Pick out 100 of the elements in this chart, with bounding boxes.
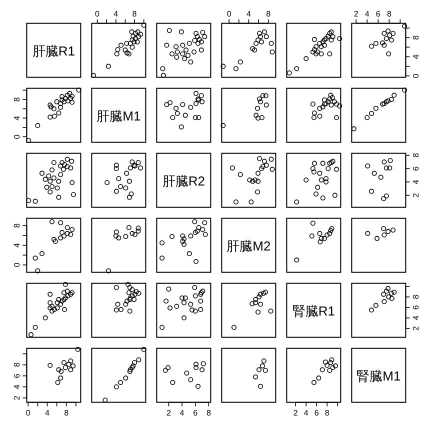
point <box>136 160 141 166</box>
point <box>312 37 317 42</box>
point <box>114 284 119 290</box>
point <box>318 51 324 56</box>
point <box>182 300 187 306</box>
point <box>32 324 38 330</box>
point <box>198 307 204 312</box>
point <box>130 363 136 368</box>
point <box>56 110 62 116</box>
point <box>294 199 300 204</box>
point <box>60 166 66 172</box>
y-tick-label: 8 <box>12 222 22 228</box>
point <box>258 302 263 307</box>
point <box>392 92 397 98</box>
point <box>192 293 198 298</box>
point <box>294 66 300 72</box>
point <box>317 231 322 236</box>
point <box>114 166 119 172</box>
point <box>65 98 70 104</box>
point <box>381 226 386 232</box>
point <box>174 44 179 50</box>
x-tick-label: 4 <box>180 408 185 418</box>
point <box>317 170 322 176</box>
point <box>182 242 187 247</box>
point <box>264 162 269 168</box>
point <box>130 231 135 236</box>
point <box>320 104 326 110</box>
point <box>328 228 334 234</box>
point <box>160 240 165 246</box>
point <box>380 40 386 46</box>
point <box>60 160 65 166</box>
point <box>314 191 319 196</box>
point <box>58 101 64 106</box>
point <box>384 193 389 198</box>
point <box>330 95 335 100</box>
point <box>258 99 263 104</box>
point <box>124 298 130 304</box>
point <box>116 235 122 240</box>
point <box>180 233 186 238</box>
point <box>71 192 76 198</box>
point <box>328 360 334 366</box>
x-tick-label: 6 <box>376 9 381 18</box>
point <box>322 102 327 107</box>
point <box>268 156 274 162</box>
point <box>192 115 198 120</box>
x-tick-label: 2 <box>166 408 172 418</box>
point <box>160 256 165 261</box>
point <box>364 115 370 120</box>
point <box>192 38 198 44</box>
point <box>162 368 168 373</box>
point <box>369 188 374 194</box>
point <box>387 165 392 170</box>
point <box>268 308 274 314</box>
x-tick-label: 0 <box>95 9 100 18</box>
point <box>56 297 62 302</box>
point <box>326 99 331 104</box>
point <box>402 24 408 29</box>
point <box>198 93 204 98</box>
point <box>61 290 66 296</box>
point <box>324 362 330 368</box>
x-tick-label: 8 <box>206 408 212 418</box>
point <box>386 286 391 292</box>
point <box>68 96 74 102</box>
point <box>231 324 236 330</box>
point <box>256 178 261 184</box>
point <box>64 225 70 230</box>
point <box>378 174 384 180</box>
point <box>258 166 264 172</box>
x-tick-label: 4 <box>45 408 50 418</box>
point <box>386 98 391 104</box>
x-tick-label: 4 <box>114 9 119 18</box>
point <box>48 114 53 120</box>
point <box>188 104 194 110</box>
point <box>332 192 338 198</box>
point <box>254 112 259 118</box>
point <box>104 180 110 186</box>
point <box>50 167 55 172</box>
point <box>334 102 340 107</box>
point <box>62 307 67 312</box>
point <box>174 304 180 309</box>
point <box>310 220 316 226</box>
point <box>186 52 191 58</box>
point <box>262 290 268 295</box>
point <box>258 34 263 40</box>
point <box>255 189 260 194</box>
point <box>164 298 169 304</box>
point <box>263 93 268 98</box>
y-tick-label: 4 <box>412 315 421 320</box>
point <box>334 115 340 120</box>
point <box>122 48 128 53</box>
point <box>194 365 199 370</box>
point <box>327 96 332 102</box>
point <box>200 227 206 232</box>
point <box>32 256 38 261</box>
point <box>324 232 330 238</box>
point <box>388 38 394 43</box>
point <box>132 39 137 44</box>
point <box>384 288 389 294</box>
point <box>261 358 266 364</box>
point <box>390 30 396 36</box>
